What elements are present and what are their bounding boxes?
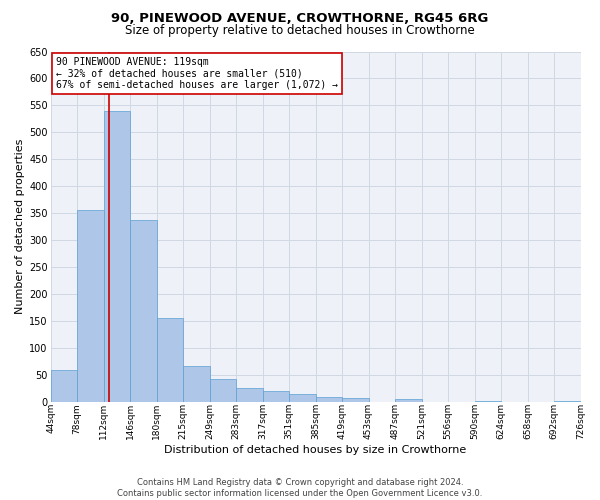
Bar	[475, 400, 501, 402]
Bar	[50, 370, 77, 402]
Text: Size of property relative to detached houses in Crowthorne: Size of property relative to detached ho…	[125, 24, 475, 37]
Y-axis label: Number of detached properties: Number of detached properties	[15, 139, 25, 314]
Text: Contains HM Land Registry data © Crown copyright and database right 2024.
Contai: Contains HM Land Registry data © Crown c…	[118, 478, 482, 498]
Text: 90 PINEWOOD AVENUE: 119sqm
← 32% of detached houses are smaller (510)
67% of sem: 90 PINEWOOD AVENUE: 119sqm ← 32% of deta…	[56, 57, 338, 90]
Bar	[395, 399, 422, 402]
Bar	[289, 394, 316, 402]
Bar	[77, 210, 104, 402]
Bar	[554, 400, 581, 402]
Text: 90, PINEWOOD AVENUE, CROWTHORNE, RG45 6RG: 90, PINEWOOD AVENUE, CROWTHORNE, RG45 6R…	[112, 12, 488, 26]
X-axis label: Distribution of detached houses by size in Crowthorne: Distribution of detached houses by size …	[164, 445, 467, 455]
Bar	[209, 379, 236, 402]
Bar	[183, 366, 209, 402]
Bar	[104, 111, 130, 402]
Bar	[130, 220, 157, 402]
Bar	[236, 388, 263, 402]
Bar	[316, 398, 342, 402]
Bar	[263, 392, 289, 402]
Bar	[157, 318, 183, 402]
Bar	[342, 398, 368, 402]
